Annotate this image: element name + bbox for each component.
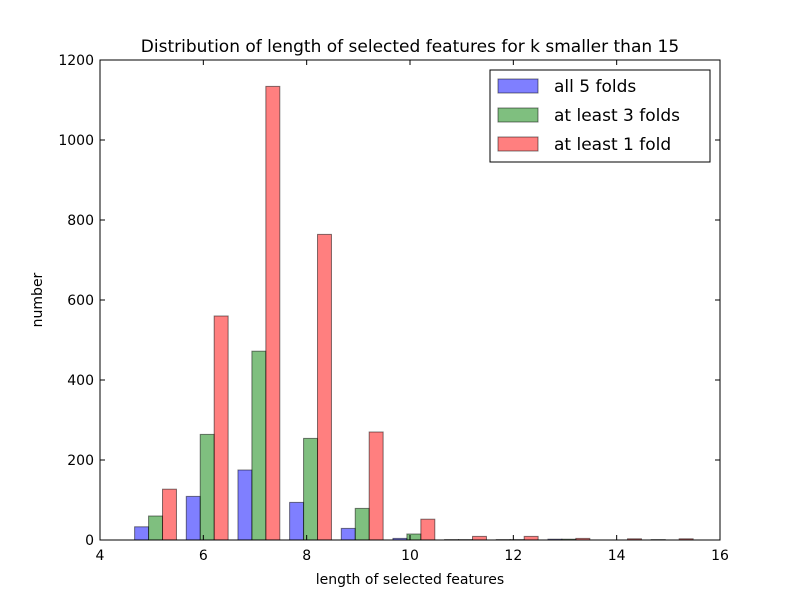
bar-series-1-4 <box>289 501 305 541</box>
x-tick-label: 4 <box>96 548 105 564</box>
bar-series-1-1 <box>134 526 150 541</box>
bar-series-2-2 <box>199 433 215 541</box>
bar-series-1-5 <box>340 527 356 541</box>
bar-series-1-2 <box>185 495 201 541</box>
y-axis-label: number <box>30 272 46 327</box>
y-tick-label: 0 <box>85 533 94 549</box>
bar-series-3-3 <box>265 85 281 541</box>
bar-series-2-1 <box>148 515 164 541</box>
x-tick-label: 14 <box>608 548 626 564</box>
bar-series-1-3 <box>237 469 253 541</box>
y-tick-label: 800 <box>67 213 94 229</box>
y-tick-label: 600 <box>67 293 94 309</box>
x-tick-label: 10 <box>401 548 419 564</box>
legend-label-2: at least 3 folds <box>554 106 680 126</box>
bar-series-3-2 <box>213 315 229 541</box>
x-tick-label: 8 <box>302 548 311 564</box>
x-axis-label: length of selected features <box>316 572 504 588</box>
y-tick-label: 400 <box>67 373 94 389</box>
bar-series-3-1 <box>162 488 177 541</box>
y-tick-label: 1000 <box>58 133 94 149</box>
x-tick-label: 6 <box>199 548 208 564</box>
legend-swatch-1 <box>497 78 539 94</box>
legend-swatch-2 <box>497 107 539 123</box>
bar-series-3-5 <box>368 431 384 541</box>
ticks-group: 4 6 8 10 12 14 16 0 200 400 600 800 1000 1200 <box>58 53 729 564</box>
bar-series-3-8 <box>523 535 539 541</box>
x-tick-label: 16 <box>711 548 729 564</box>
bar-series-3-4 <box>317 233 332 541</box>
y-tick-label: 1200 <box>58 53 94 69</box>
legend-swatch-3 <box>497 136 539 152</box>
legend-label-1: all 5 folds <box>554 77 636 97</box>
plot-frame <box>99 59 721 541</box>
bars-group <box>134 85 694 541</box>
legend-label-3: at least 1 fold <box>554 135 671 155</box>
bar-series-3-7 <box>472 535 487 541</box>
bar-series-2-3 <box>251 350 267 541</box>
bar-series-2-6 <box>406 533 422 541</box>
x-tick-label: 12 <box>504 548 522 564</box>
bar-series-2-4 <box>303 437 319 541</box>
chart-title: Distribution of length of selected featu… <box>141 37 679 57</box>
bar-series-3-6 <box>420 518 436 541</box>
legend: all 5 folds at least 3 folds at least 1 fo… <box>489 69 711 163</box>
y-tick-label: 200 <box>67 453 94 469</box>
bar-series-2-5 <box>354 507 370 541</box>
